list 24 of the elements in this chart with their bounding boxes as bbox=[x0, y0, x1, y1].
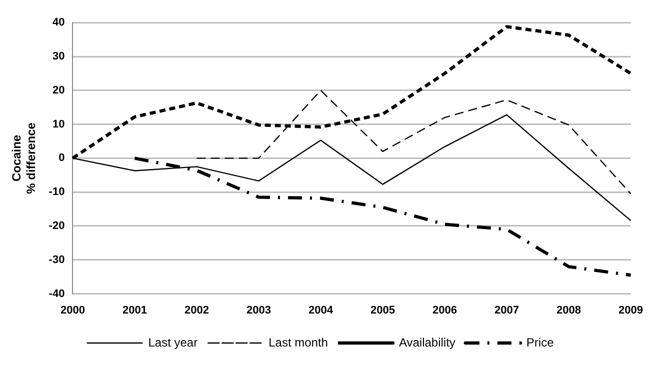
x-tick-label: 2008 bbox=[556, 304, 581, 316]
x-tick-label: 2000 bbox=[60, 304, 85, 316]
y-tick-label: 40 bbox=[52, 16, 65, 29]
y-axis-title: Cocaine % difference bbox=[10, 122, 38, 194]
legend-label: Last year bbox=[148, 335, 198, 350]
x-tick-label: 2009 bbox=[618, 304, 644, 316]
legend-label: Price bbox=[526, 335, 554, 350]
x-tick-label: 2001 bbox=[122, 304, 147, 316]
y-tick-label: -10 bbox=[48, 186, 65, 198]
x-tick-label: 2007 bbox=[494, 304, 519, 316]
y-tick-label: 0 bbox=[58, 152, 65, 164]
x-tick-label: 2003 bbox=[246, 304, 271, 316]
legend-label: Last month bbox=[268, 335, 328, 350]
legend-label: Availability bbox=[398, 335, 456, 350]
x-tick-label: 2006 bbox=[432, 304, 457, 316]
y-tick-label: 30 bbox=[52, 50, 65, 63]
y-tick-label: 20 bbox=[52, 84, 65, 96]
y-tick-label: -40 bbox=[48, 288, 65, 300]
x-tick-label: 2002 bbox=[184, 304, 209, 316]
x-tick-label: 2005 bbox=[370, 304, 395, 316]
y-tick-label: -20 bbox=[48, 220, 65, 232]
x-tick-label: 2004 bbox=[308, 304, 334, 316]
y-tick-label: -30 bbox=[48, 254, 65, 266]
y-tick-label: 10 bbox=[52, 118, 65, 130]
